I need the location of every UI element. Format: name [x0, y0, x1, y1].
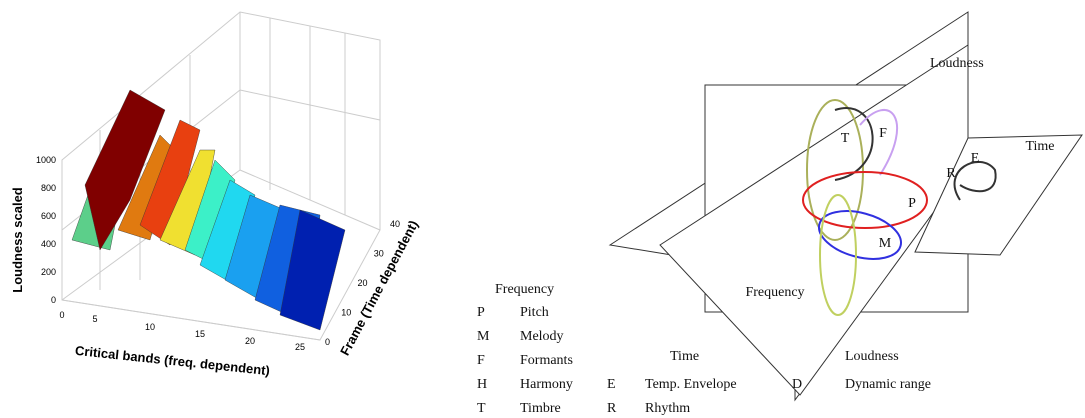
loop-label: E [971, 151, 980, 166]
surface-plot: Loudness scaled Critical bands (freq. de… [10, 12, 421, 378]
x-tick-label: 10 [145, 322, 155, 332]
legend-heading: Loudness [845, 349, 899, 364]
legend-key: H [477, 377, 487, 392]
z-tick-label: 400 [41, 239, 56, 249]
z-tick-label: 0 [51, 295, 56, 305]
y-axis-label: Frame (Time dependent) [337, 218, 421, 358]
legend-key: P [477, 305, 485, 320]
y-tick-label: 30 [374, 249, 384, 259]
y-tick-label: 20 [358, 278, 368, 288]
x-tick-label: 5 [92, 314, 97, 324]
legend-name: Temp. Envelope [645, 377, 737, 392]
legend-key: T [477, 401, 486, 416]
loop-label: T [841, 131, 850, 146]
legend-key: F [477, 353, 485, 368]
plane-label: Time [1025, 139, 1054, 154]
x-tick-label: 0 [59, 310, 64, 320]
legend-name: Timbre [520, 401, 561, 416]
y-tick-label: 40 [390, 219, 400, 229]
legend-name: Melody [520, 329, 564, 344]
legend-heading: Time [670, 349, 699, 364]
sound-diagram: Loudness Time Frequency T F P M R E Freq… [477, 12, 1082, 416]
y-tick-label: 0 [325, 337, 330, 347]
z-tick-label: 200 [41, 267, 56, 277]
figure: Loudness scaled Critical bands (freq. de… [0, 0, 1085, 418]
z-tick-label: 800 [41, 183, 56, 193]
x-tick-label: 15 [195, 329, 205, 339]
z-axis-label: Loudness scaled [10, 187, 25, 293]
legend-key: D [792, 377, 802, 392]
legend-name: Rhythm [645, 401, 690, 416]
legend-key: E [607, 377, 616, 392]
legend-name: Formants [520, 353, 573, 368]
loop-label: F [879, 126, 887, 141]
legend-name: Dynamic range [845, 377, 931, 392]
legend-heading: Frequency [495, 282, 554, 297]
legend-name: Harmony [520, 377, 573, 392]
x-axis-label: Critical bands (freq. dependent) [74, 343, 270, 378]
loop-label: P [908, 196, 916, 211]
legend-key: M [477, 329, 490, 344]
x-tick-label: 25 [295, 342, 305, 352]
legend-key: R [607, 401, 617, 416]
y-tick-label: 10 [341, 308, 351, 318]
z-tick-label: 1000 [36, 155, 56, 165]
plane-label: Loudness [930, 56, 984, 71]
plane-label: Frequency [745, 285, 804, 300]
loop-label: M [879, 236, 892, 251]
legend-name: Pitch [520, 305, 549, 320]
loop-label: R [946, 166, 956, 181]
z-tick-label: 600 [41, 211, 56, 221]
x-tick-label: 20 [245, 336, 255, 346]
surface [72, 90, 345, 330]
